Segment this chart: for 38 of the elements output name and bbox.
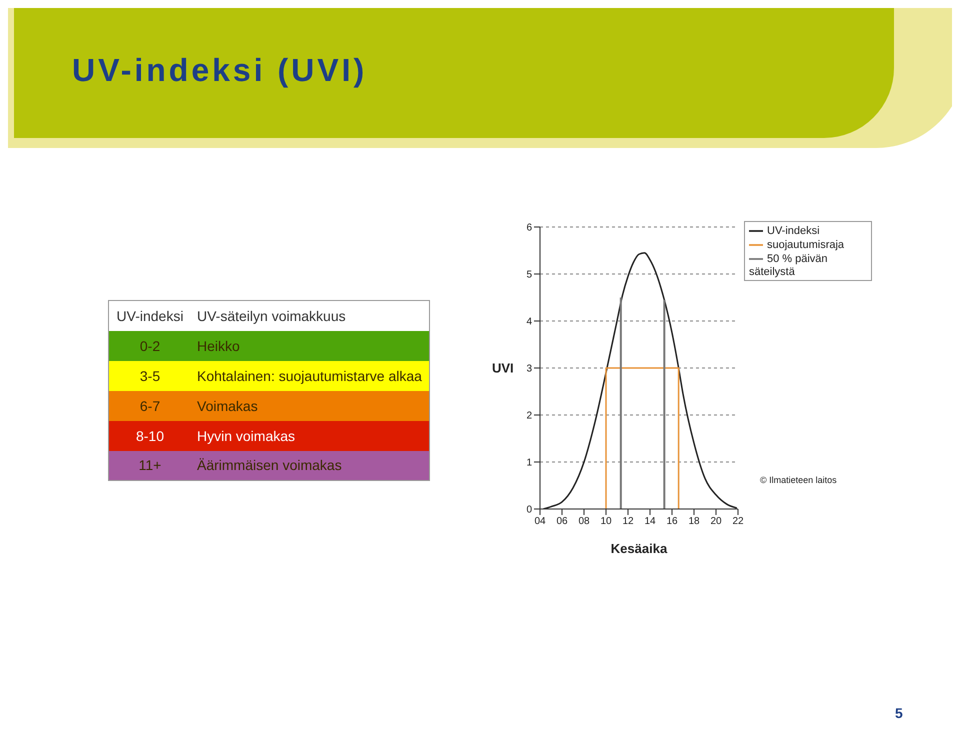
text: Äärimmäisen voimakas: [196, 456, 343, 476]
y-tick-label: 0: [526, 504, 532, 516]
category-label: 8-10: [134, 426, 166, 446]
text: 5: [895, 705, 903, 721]
y-tick-label: 6: [526, 222, 532, 234]
legend-label: suojautumisraja: [767, 238, 844, 251]
x-tick-label: 22: [732, 516, 744, 528]
x-tick-label: 08: [578, 516, 590, 528]
x-tick-label: 14: [644, 516, 656, 528]
x-tick-label: 06: [556, 516, 568, 528]
y-tick-label: 2: [526, 410, 532, 422]
x-tick-label: 18: [688, 516, 700, 528]
category-label: 0-2: [138, 336, 162, 356]
text: UV-indeksi (UVI): [72, 52, 368, 89]
legend-label: 50 % päivän säteilystä: [749, 252, 828, 278]
x-tick-label: 16: [666, 516, 678, 528]
x-tick-label: 20: [710, 516, 722, 528]
y-tick-label: 4: [526, 316, 532, 328]
y-axis-title: UVI: [492, 360, 514, 376]
x-tick-label: 10: [600, 516, 612, 528]
x-tick-label: 12: [622, 516, 634, 528]
text: Heikko: [196, 336, 241, 356]
text: Voimakas: [196, 396, 259, 416]
legend-label: UV-indeksi: [767, 224, 820, 237]
y-tick-label: 5: [526, 270, 532, 281]
text: Hyvin voimakas: [196, 426, 296, 446]
y-tick-label: 1: [526, 458, 532, 469]
text: UV-indeksi: [116, 306, 184, 326]
line-series: [542, 252, 738, 509]
x-axis-title: Kesäaika: [610, 541, 668, 556]
y-tick-label: 3: [526, 364, 532, 375]
category-label: 11+: [138, 456, 162, 476]
x-tick-label: 04: [534, 516, 546, 528]
category-label: 6-7: [138, 396, 162, 416]
text: Kohtalainen: suojautumistarve alkaa: [196, 366, 423, 386]
text: UV-säteilyn voimakkuus: [196, 306, 347, 326]
category-label: 3-5: [138, 366, 162, 386]
text: © Ilmatieteen laitos: [760, 475, 837, 485]
